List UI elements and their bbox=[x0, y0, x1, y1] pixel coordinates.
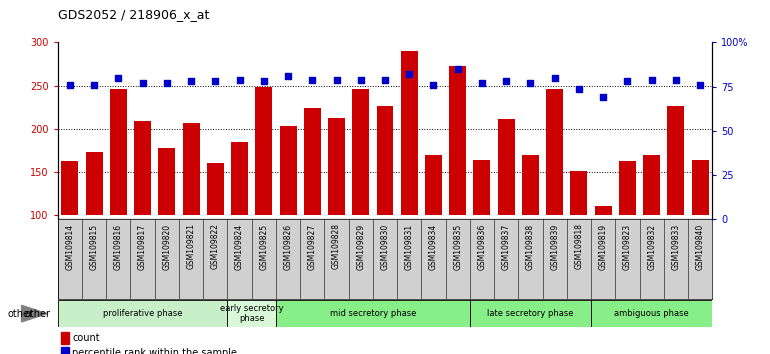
Text: other: other bbox=[24, 309, 50, 319]
Bar bbox=[159, 148, 176, 215]
Point bbox=[306, 77, 319, 82]
Text: GSM109839: GSM109839 bbox=[551, 223, 559, 270]
Point bbox=[112, 75, 125, 81]
Text: GSM109823: GSM109823 bbox=[623, 223, 632, 270]
Bar bbox=[110, 89, 127, 215]
Bar bbox=[619, 161, 636, 215]
Point bbox=[694, 82, 706, 88]
Text: GSM109824: GSM109824 bbox=[235, 223, 244, 270]
Text: GSM109833: GSM109833 bbox=[671, 223, 681, 270]
FancyBboxPatch shape bbox=[276, 301, 470, 327]
Bar bbox=[497, 119, 514, 215]
Point bbox=[161, 80, 173, 86]
Bar bbox=[182, 123, 199, 215]
Bar bbox=[643, 155, 660, 215]
FancyBboxPatch shape bbox=[591, 301, 712, 327]
Text: GSM109825: GSM109825 bbox=[259, 223, 268, 270]
Point bbox=[258, 79, 270, 84]
Bar bbox=[328, 118, 345, 215]
Text: proliferative phase: proliferative phase bbox=[103, 309, 182, 318]
Text: early secretory
phase: early secretory phase bbox=[220, 304, 283, 323]
Text: count: count bbox=[72, 333, 100, 343]
Text: GSM109815: GSM109815 bbox=[89, 223, 99, 270]
Text: GSM109819: GSM109819 bbox=[598, 223, 608, 270]
Point bbox=[88, 82, 100, 88]
Text: GSM109816: GSM109816 bbox=[114, 223, 123, 270]
Point bbox=[476, 80, 488, 86]
Text: GSM109832: GSM109832 bbox=[647, 223, 656, 270]
Bar bbox=[280, 126, 296, 215]
Point bbox=[185, 79, 197, 84]
Bar bbox=[207, 163, 224, 215]
Point bbox=[355, 77, 367, 82]
Text: GSM109830: GSM109830 bbox=[380, 223, 390, 270]
Point bbox=[597, 95, 609, 100]
Text: GDS2052 / 218906_x_at: GDS2052 / 218906_x_at bbox=[58, 8, 209, 21]
Bar bbox=[668, 106, 685, 215]
FancyBboxPatch shape bbox=[470, 301, 591, 327]
Text: GSM109821: GSM109821 bbox=[186, 223, 196, 269]
Point bbox=[573, 86, 585, 91]
Text: GSM109829: GSM109829 bbox=[357, 223, 365, 270]
Bar bbox=[377, 106, 393, 215]
Bar bbox=[400, 51, 417, 215]
Text: GSM109831: GSM109831 bbox=[405, 223, 413, 270]
Text: GSM109835: GSM109835 bbox=[454, 223, 462, 270]
Text: GSM109817: GSM109817 bbox=[138, 223, 147, 270]
Bar bbox=[134, 121, 151, 215]
Polygon shape bbox=[22, 306, 47, 322]
Text: GSM109838: GSM109838 bbox=[526, 223, 535, 270]
Text: GSM109837: GSM109837 bbox=[502, 223, 511, 270]
Bar bbox=[256, 87, 273, 215]
Bar bbox=[85, 152, 102, 215]
Point bbox=[524, 80, 537, 86]
Bar bbox=[61, 332, 69, 344]
Text: GSM109840: GSM109840 bbox=[695, 223, 705, 270]
Bar bbox=[304, 108, 321, 215]
Point bbox=[500, 79, 512, 84]
Point bbox=[379, 77, 391, 82]
Point bbox=[330, 77, 343, 82]
Point bbox=[451, 66, 464, 72]
Text: GSM109822: GSM109822 bbox=[211, 223, 219, 269]
Text: GSM109836: GSM109836 bbox=[477, 223, 487, 270]
Bar bbox=[691, 160, 708, 215]
Point bbox=[670, 77, 682, 82]
Point bbox=[64, 82, 76, 88]
Text: percentile rank within the sample: percentile rank within the sample bbox=[72, 348, 237, 354]
Point bbox=[427, 82, 440, 88]
Bar bbox=[594, 206, 611, 215]
Bar bbox=[546, 89, 563, 215]
Point bbox=[233, 77, 246, 82]
Point bbox=[282, 73, 294, 79]
Text: GSM109826: GSM109826 bbox=[283, 223, 293, 270]
FancyBboxPatch shape bbox=[58, 301, 227, 327]
Text: GSM109827: GSM109827 bbox=[308, 223, 316, 270]
Bar bbox=[62, 161, 79, 215]
Point bbox=[548, 75, 561, 81]
Text: GSM109814: GSM109814 bbox=[65, 223, 75, 270]
Bar bbox=[61, 347, 69, 354]
Point bbox=[403, 72, 415, 77]
Point bbox=[136, 80, 149, 86]
Point bbox=[209, 79, 222, 84]
Bar bbox=[449, 66, 466, 215]
Text: GSM109818: GSM109818 bbox=[574, 223, 584, 269]
Point bbox=[645, 77, 658, 82]
Text: GSM109828: GSM109828 bbox=[332, 223, 341, 269]
Bar bbox=[571, 171, 588, 215]
Bar bbox=[425, 155, 442, 215]
Bar bbox=[231, 142, 248, 215]
Text: GSM109834: GSM109834 bbox=[429, 223, 438, 270]
Bar bbox=[353, 89, 370, 215]
Text: mid secretory phase: mid secretory phase bbox=[330, 309, 416, 318]
Text: late secretory phase: late secretory phase bbox=[487, 309, 574, 318]
FancyBboxPatch shape bbox=[227, 301, 276, 327]
Point bbox=[621, 79, 634, 84]
Text: ambiguous phase: ambiguous phase bbox=[614, 309, 689, 318]
Text: other: other bbox=[8, 309, 34, 319]
Bar bbox=[522, 155, 539, 215]
Bar bbox=[474, 160, 490, 215]
Text: GSM109820: GSM109820 bbox=[162, 223, 172, 270]
